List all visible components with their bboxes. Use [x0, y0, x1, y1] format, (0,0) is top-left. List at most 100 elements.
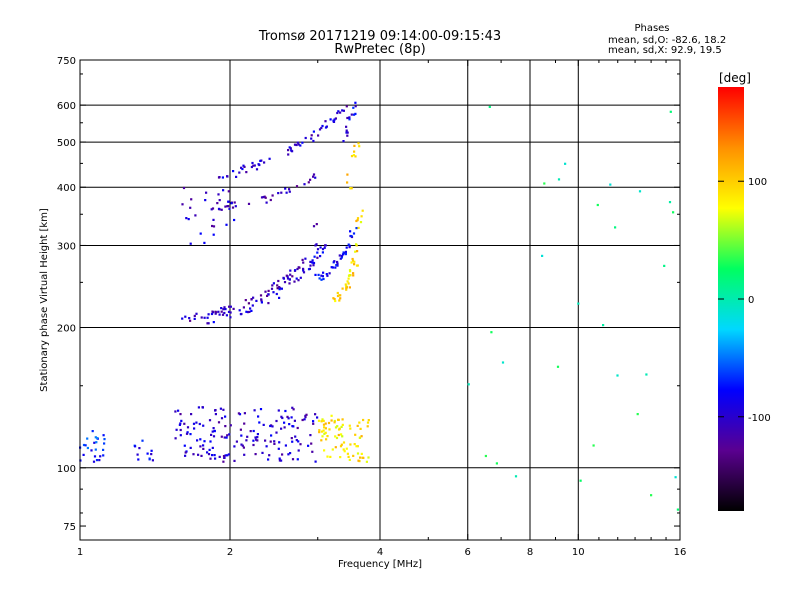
data-point	[317, 273, 320, 276]
data-point	[218, 455, 221, 458]
data-point	[136, 453, 139, 456]
data-point	[341, 253, 345, 256]
data-point	[301, 141, 304, 144]
data-point	[541, 254, 544, 257]
data-point	[183, 444, 186, 447]
data-point	[267, 293, 270, 296]
data-point	[174, 410, 177, 413]
data-point	[243, 165, 246, 168]
data-point	[349, 427, 352, 430]
data-point	[204, 199, 207, 202]
data-point	[253, 164, 256, 167]
data-point	[241, 444, 244, 447]
data-point	[645, 373, 648, 376]
data-point	[320, 430, 324, 433]
data-point	[207, 313, 210, 316]
data-point	[330, 419, 333, 422]
data-point	[609, 183, 612, 186]
data-point	[93, 441, 96, 444]
data-point	[192, 453, 195, 456]
data-point	[245, 310, 248, 313]
data-point	[150, 453, 153, 456]
data-point	[94, 448, 97, 451]
data-point	[219, 407, 222, 410]
data-point	[238, 171, 241, 174]
data-point	[347, 277, 350, 280]
data-point	[278, 288, 281, 291]
data-point	[638, 190, 642, 193]
data-point	[102, 434, 105, 437]
data-point	[345, 246, 348, 249]
data-point	[305, 413, 308, 416]
data-point	[298, 266, 301, 269]
data-point	[252, 443, 255, 447]
data-point	[318, 431, 321, 434]
data-point	[229, 305, 232, 308]
data-point	[264, 196, 267, 199]
data-point	[218, 176, 221, 179]
data-point	[255, 438, 258, 441]
data-point	[345, 286, 348, 289]
data-point	[216, 202, 219, 205]
data-point	[350, 235, 353, 238]
data-point	[348, 269, 352, 272]
data-point	[323, 432, 326, 435]
data-point	[346, 280, 349, 283]
data-point	[324, 427, 327, 430]
data-point	[90, 449, 93, 452]
data-point	[255, 299, 258, 302]
data-point	[289, 452, 292, 455]
data-point	[345, 447, 348, 450]
data-point	[188, 317, 191, 320]
data-point	[242, 446, 245, 449]
data-point	[268, 157, 271, 160]
data-point	[357, 142, 360, 145]
data-point	[360, 435, 363, 438]
data-point	[256, 436, 259, 439]
data-point	[281, 453, 284, 456]
data-point	[293, 419, 296, 422]
data-point	[315, 223, 318, 226]
data-point	[297, 449, 300, 452]
y-tick-label: 75	[63, 522, 76, 533]
data-point	[303, 183, 306, 186]
data-point	[317, 419, 321, 422]
data-point	[672, 211, 675, 214]
data-point	[278, 286, 281, 289]
data-point	[345, 125, 348, 128]
data-point	[283, 421, 286, 424]
data-point	[355, 445, 358, 448]
data-point	[225, 314, 228, 317]
data-point	[291, 458, 295, 461]
data-point	[278, 296, 281, 299]
data-point	[345, 105, 348, 108]
data-point	[361, 456, 364, 459]
data-point	[356, 424, 359, 427]
data-point	[314, 413, 317, 416]
data-point	[324, 431, 327, 434]
x-tick-label: 8	[527, 547, 533, 558]
data-point	[253, 409, 256, 412]
data-point	[252, 164, 255, 167]
data-point	[280, 427, 283, 430]
data-point	[312, 261, 316, 265]
data-point	[614, 226, 617, 229]
phases-x-stats: mean, sd,X: 92.9, 19.5	[608, 45, 722, 56]
data-point	[342, 251, 345, 254]
data-point	[356, 217, 360, 220]
data-point	[235, 175, 238, 178]
data-point	[320, 278, 323, 281]
data-point	[222, 460, 225, 463]
data-point	[331, 448, 334, 451]
data-point	[310, 134, 313, 137]
data-point	[287, 153, 290, 156]
data-point	[304, 136, 307, 140]
data-point	[187, 218, 190, 221]
data-point	[210, 312, 214, 316]
data-point	[254, 436, 257, 439]
data-point	[321, 248, 325, 251]
data-point	[354, 433, 357, 436]
data-point	[211, 207, 215, 210]
data-point	[669, 110, 672, 113]
data-point	[345, 131, 348, 134]
